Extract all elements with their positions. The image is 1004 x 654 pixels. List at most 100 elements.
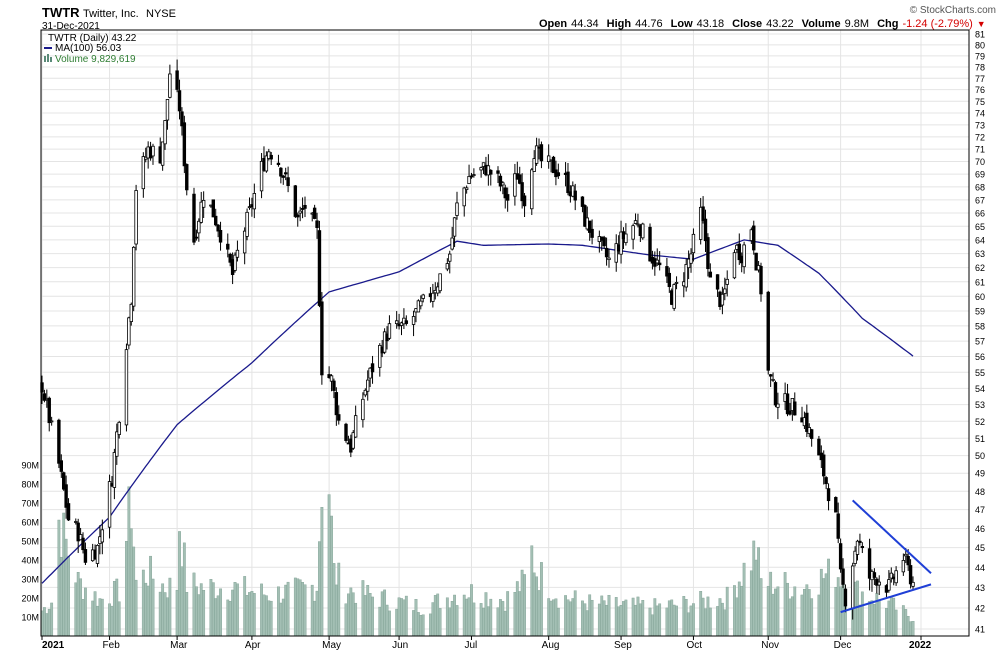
volume-bar	[149, 555, 152, 637]
volume-bar	[614, 597, 618, 637]
volume-bar	[742, 562, 746, 637]
volume-bar	[554, 598, 558, 637]
candle-body	[450, 237, 454, 250]
candle-body	[496, 170, 500, 174]
volume-bar	[564, 595, 567, 637]
candle-body	[667, 272, 672, 288]
volume-bar	[868, 601, 871, 637]
volume-bar	[429, 613, 432, 637]
volume-bar	[404, 595, 408, 637]
time-tick-label: Mar	[170, 640, 188, 651]
candle-body	[901, 560, 906, 573]
ticker-symbol: TWTR	[42, 5, 80, 20]
candle-body	[708, 271, 713, 278]
candle-body	[911, 581, 915, 587]
exchange-name: NYSE	[146, 8, 176, 20]
candle-body	[117, 421, 121, 435]
volume-bar	[175, 589, 179, 637]
price-tick-label: 47	[975, 505, 985, 515]
candle-body	[674, 282, 679, 284]
volume-bar	[571, 598, 575, 637]
candle-body	[546, 155, 551, 163]
candle-body	[394, 320, 399, 325]
candle-body	[95, 544, 100, 564]
candle-body	[455, 202, 459, 216]
candle-body	[908, 565, 913, 585]
price-tick-label: 55	[975, 368, 985, 378]
volume-bar	[129, 528, 133, 637]
time-tick-label: May	[322, 640, 341, 651]
volume-bar	[540, 562, 543, 637]
volume-bar	[385, 604, 389, 637]
candle-body	[858, 540, 862, 543]
volume-bar	[904, 609, 908, 637]
volume-bar	[166, 597, 169, 637]
volume-bar	[269, 600, 273, 637]
volume-tick-label: 30M	[21, 575, 39, 585]
volume-bar	[209, 579, 213, 637]
price-tick-label: 64	[975, 235, 985, 245]
volume-bar	[199, 583, 203, 637]
candle-body	[334, 392, 339, 416]
candle-body	[151, 145, 155, 157]
candle-body	[836, 513, 840, 539]
volume-bar	[515, 581, 519, 637]
volume-bar	[489, 598, 493, 637]
candle-body	[689, 253, 693, 264]
candle-body	[785, 393, 790, 415]
volume-bar	[716, 606, 719, 637]
volume-bars	[40, 486, 915, 637]
volume-bar	[532, 572, 536, 637]
candle-body	[160, 141, 165, 166]
candle-body	[698, 206, 703, 240]
candle-body	[641, 223, 645, 239]
candle-body	[112, 452, 117, 488]
volume-bar	[617, 606, 621, 637]
volume-bar	[313, 600, 317, 637]
volume-bar	[262, 594, 266, 637]
price-tick-label: 66	[975, 208, 985, 218]
candle-body	[366, 379, 370, 392]
volume-bar	[752, 540, 756, 637]
volume-bar	[455, 605, 459, 637]
candle-body	[877, 581, 881, 586]
volume-bar	[906, 616, 910, 637]
candle-body	[469, 175, 474, 178]
volume-bar	[112, 581, 116, 637]
volume-bar	[774, 588, 777, 637]
volume-bar	[395, 608, 399, 637]
volume-bar	[195, 586, 198, 637]
volume-bar	[523, 574, 526, 637]
candle-body	[337, 414, 341, 421]
candle-body	[522, 195, 527, 207]
candle-body	[872, 572, 877, 578]
price-tick-label: 43	[975, 583, 985, 593]
time-tick-label: Aug	[542, 640, 560, 651]
price-tick-label: 54	[975, 384, 985, 394]
volume-bar	[911, 621, 915, 637]
candle-body	[378, 344, 382, 368]
volume-axis: 10M 20M 30M 40M 50M 60M 70M 80M 90M	[21, 461, 39, 623]
volume-bar	[243, 576, 247, 637]
price-tick-label: 65	[975, 222, 985, 232]
volume-bar	[805, 584, 809, 637]
volume-bar	[231, 589, 235, 637]
volume-bar	[163, 592, 167, 637]
volume-bar	[368, 593, 372, 637]
volume-bar	[228, 600, 232, 637]
volume-bar	[486, 606, 490, 637]
time-tick-label: Nov	[761, 640, 779, 651]
candle-body	[361, 398, 365, 421]
volume-bar	[824, 573, 828, 637]
candle-body	[518, 174, 522, 184]
legend-ma: MA(100) 56.03	[55, 43, 122, 54]
candle-body	[904, 553, 908, 557]
ma100-line	[41, 239, 914, 584]
candle-body	[822, 454, 826, 477]
volume-bar	[293, 577, 297, 637]
volume-bar	[93, 591, 97, 637]
volume-bar	[766, 586, 770, 637]
volume-bar	[248, 592, 251, 637]
candle-body	[59, 460, 64, 472]
volume-tick-label: 40M	[21, 556, 39, 566]
